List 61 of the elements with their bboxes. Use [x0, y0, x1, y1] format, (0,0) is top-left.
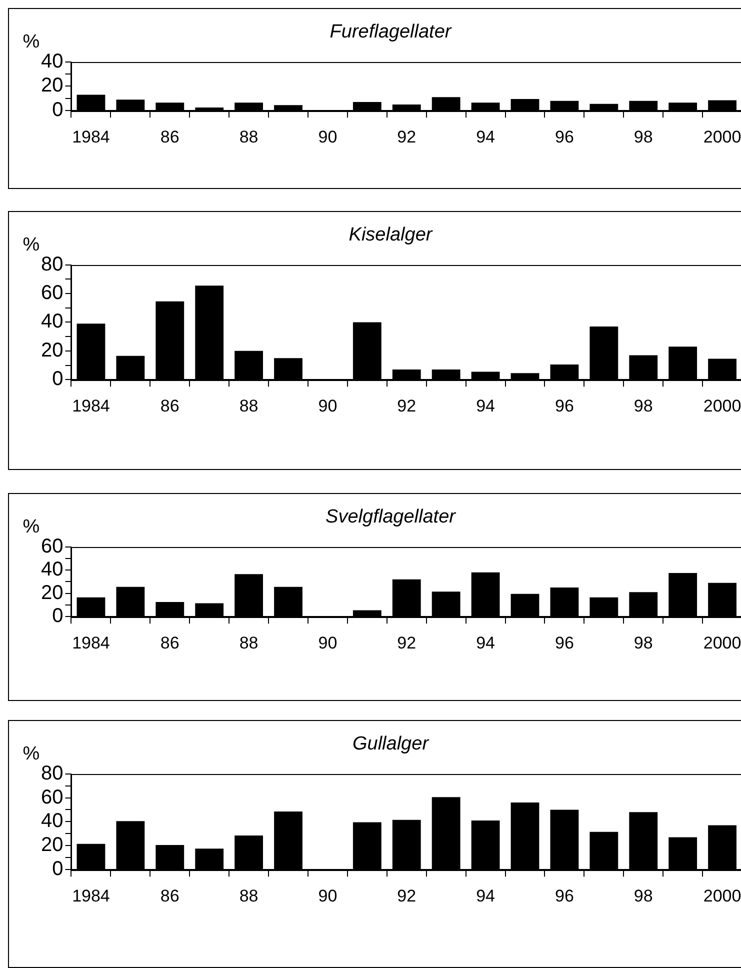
y-tick-label: 20	[40, 339, 64, 362]
x-tick-label: 88	[239, 127, 258, 146]
y-axis-title: %	[22, 516, 40, 538]
x-tick-label: 96	[554, 886, 574, 906]
x-tick-label: 96	[554, 127, 574, 146]
chart-title: Kiselalger	[348, 224, 433, 246]
x-tick-label: 96	[554, 396, 574, 416]
x-tick-label: 86	[160, 396, 180, 416]
x-tick-label: 98	[634, 127, 653, 146]
y-tick-label: 20	[40, 582, 64, 604]
y-tick-label: 60	[40, 535, 64, 558]
x-tick-label: 98	[634, 633, 653, 652]
y-tick-label: 40	[40, 810, 64, 832]
x-tick-label: 88	[239, 886, 258, 906]
x-tick-label: 2000	[703, 886, 741, 906]
x-tick-label: 86	[160, 127, 180, 146]
y-axis-title: %	[22, 32, 40, 53]
chart-title: Svelgflagellater	[326, 506, 456, 528]
y-tick-label: 40	[40, 558, 64, 581]
chart-title: Gullalger	[352, 734, 430, 755]
x-tick-label: 94	[476, 633, 495, 652]
y-tick-label: 80	[40, 253, 64, 276]
y-axis-title: %	[22, 744, 40, 765]
y-tick-label: 20	[40, 74, 64, 97]
y-tick-label: 80	[40, 762, 64, 784]
x-tick-label: 98	[634, 396, 653, 416]
x-tick-label: 86	[160, 886, 180, 906]
x-tick-label: 90	[318, 127, 338, 146]
x-tick-label: 1984	[72, 633, 110, 652]
y-tick-label: 60	[40, 282, 64, 304]
x-tick-label: 2000	[703, 127, 741, 146]
x-tick-label: 2000	[703, 633, 741, 652]
x-tick-label: 88	[239, 396, 258, 416]
x-tick-label: 90	[318, 886, 338, 906]
x-tick-label: 92	[397, 396, 416, 416]
chart-title: Fureflagellater	[330, 22, 452, 43]
x-tick-label: 92	[397, 633, 416, 652]
x-tick-label: 1984	[72, 886, 110, 906]
x-tick-label: 94	[476, 396, 495, 416]
x-tick-label: 1984	[72, 127, 110, 146]
x-tick-label: 92	[397, 127, 416, 146]
x-tick-label: 86	[160, 633, 180, 652]
x-tick-label: 94	[476, 886, 495, 906]
y-axis-title: %	[22, 234, 40, 256]
x-tick-label: 90	[318, 396, 338, 416]
x-tick-label: 2000	[703, 396, 741, 416]
x-tick-label: 1984	[72, 396, 110, 416]
x-tick-label: 88	[239, 633, 258, 652]
y-tick-label: 60	[40, 786, 64, 808]
y-tick-label: 40	[40, 310, 64, 333]
y-tick-label: 0	[52, 858, 64, 880]
x-tick-label: 94	[476, 127, 495, 146]
y-tick-label: 20	[40, 834, 64, 856]
y-tick-label: 40	[40, 50, 64, 72]
y-tick-label: 0	[52, 99, 64, 122]
y-tick-label: 0	[52, 605, 64, 628]
y-tick-label: 0	[52, 368, 64, 390]
x-tick-label: 92	[397, 886, 416, 906]
x-tick-label: 96	[554, 633, 574, 652]
x-tick-label: 90	[318, 633, 338, 652]
x-tick-label: 98	[634, 886, 653, 906]
